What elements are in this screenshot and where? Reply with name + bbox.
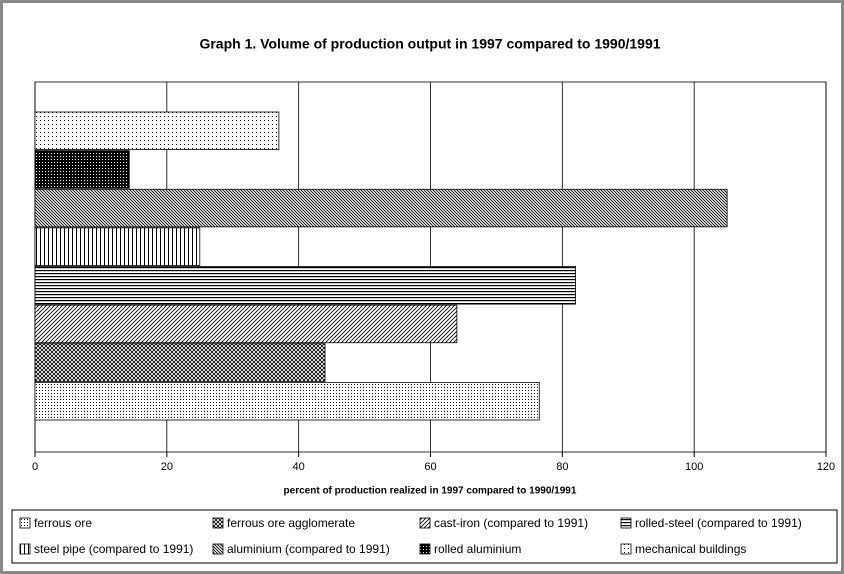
legend-label: cast-iron (compared to 1991) <box>434 516 588 530</box>
legend-label: mechanical buildings <box>635 542 746 556</box>
legend: ferrous ore ferrous ore agglomerate cast-i… <box>19 516 802 556</box>
bar <box>34 227 201 266</box>
legend-swatch <box>620 543 632 555</box>
x-tick-label: 120 <box>817 461 835 473</box>
legend-label: rolled-steel (compared to 1991) <box>635 516 802 530</box>
bar <box>34 150 130 189</box>
legend-label: aluminium (compared to 1991) <box>227 542 390 556</box>
legend-swatch <box>419 517 431 529</box>
legend-label: rolled aluminium <box>434 542 521 556</box>
x-tick-label: 60 <box>424 461 436 473</box>
x-tick-label: 0 <box>32 461 38 473</box>
x-tick-label: 40 <box>293 461 305 473</box>
legend-swatch <box>19 517 31 529</box>
bar <box>34 188 728 228</box>
chart-title: Graph 1. Volume of production output in … <box>199 36 660 52</box>
legend-swatch <box>419 543 431 555</box>
x-tick-label: 80 <box>556 461 568 473</box>
legend-swatch <box>19 543 31 555</box>
bar <box>34 111 280 151</box>
x-tick-label: 100 <box>685 461 703 473</box>
legend-swatch <box>212 543 224 555</box>
bar <box>34 343 326 382</box>
bar <box>34 381 540 421</box>
legend-label: ferrous ore <box>34 516 92 530</box>
legend-label: steel pipe (compared to 1991) <box>34 542 193 556</box>
legend-swatch <box>620 517 632 529</box>
x-tick-label: 20 <box>161 461 173 473</box>
legend-box <box>11 509 838 564</box>
legend-label: ferrous ore agglomerate <box>227 516 355 530</box>
legend-swatch <box>212 517 224 529</box>
bar <box>34 266 576 305</box>
bar <box>34 304 458 344</box>
x-axis-title: percent of production realized in 1997 c… <box>284 486 577 497</box>
